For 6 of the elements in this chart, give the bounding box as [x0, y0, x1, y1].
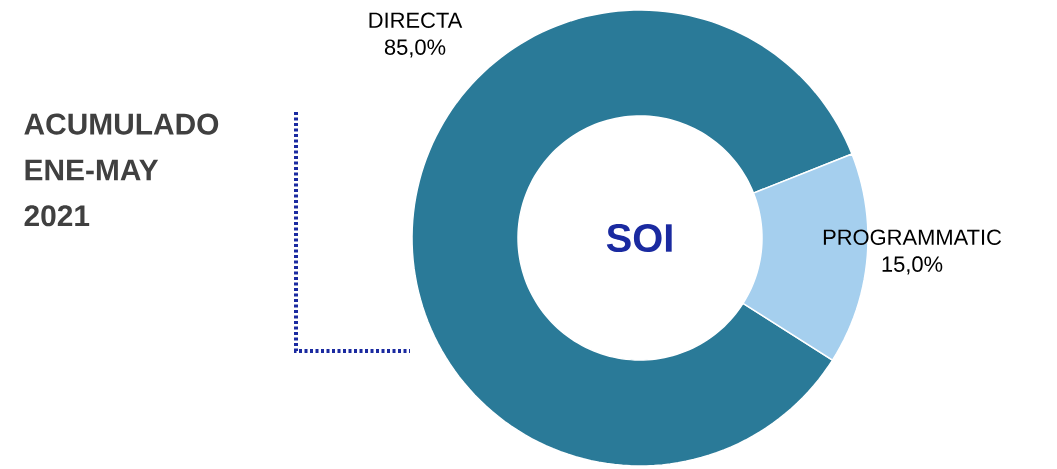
slice-label: DIRECTA: [369, 12, 463, 29]
data-label: 15,0%: [882, 256, 943, 275]
text: SOI: [606, 223, 672, 253]
text: ACUMULADO ENE-MAY 2021: [24, 113, 219, 227]
slice-label: PROGRAMMATIC: [823, 229, 1002, 246]
data-label: 85,0%: [384, 39, 446, 58]
